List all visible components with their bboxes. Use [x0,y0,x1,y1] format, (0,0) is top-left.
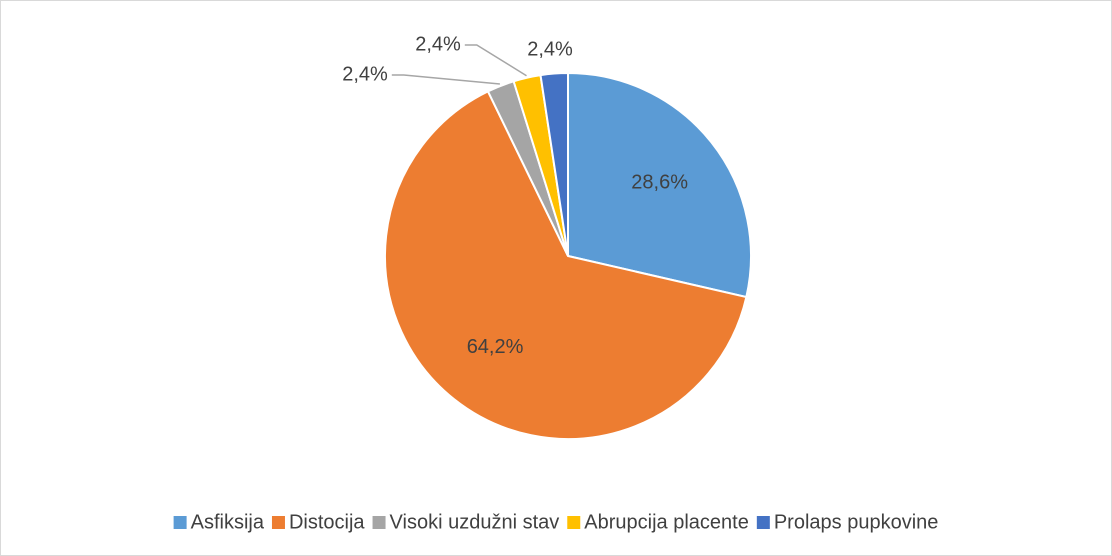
legend-label: Prolaps pupkovine [774,511,939,533]
data-label: 28,6% [631,171,688,193]
legend-label: Distocija [289,511,365,533]
data-label: 64,2% [467,336,524,358]
legend-swatch [567,516,581,529]
legend-swatch [756,516,770,529]
pie-slice [539,71,569,257]
legend-label: Abrupcija placente [584,511,749,533]
data-label: 2,4% [342,63,388,85]
pie-slice [384,90,748,440]
data-label: 2,4% [527,38,573,60]
legend-swatch [173,516,187,529]
data-label: 2,4% [415,33,461,55]
leader-line [391,74,500,85]
legend-label: Visoki uzdužni stav [390,511,560,533]
pie-slice [567,71,752,299]
legend-swatch [271,516,285,529]
leader-line [464,44,527,77]
legend-swatch [372,516,386,529]
legend-label: Asfiksija [191,511,265,533]
